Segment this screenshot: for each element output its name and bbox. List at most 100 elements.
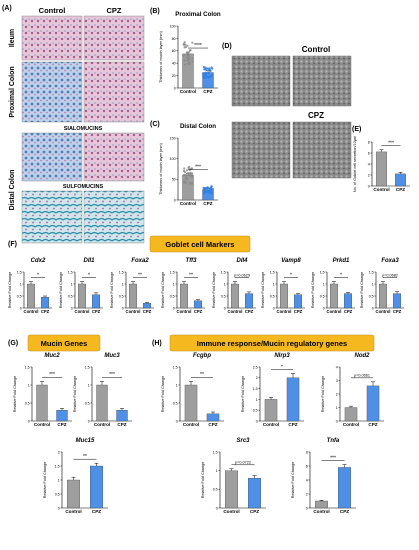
chart-title: Muc15	[76, 438, 95, 444]
y-tick-label: 0.5	[170, 294, 175, 298]
bar-control	[26, 283, 35, 309]
data-point	[186, 172, 190, 175]
bar-control	[329, 283, 338, 309]
chart-tff3: Tff3 Relative Fold Change 0 0.5 1 1.5 Control C…	[161, 258, 205, 314]
x-tick-label: Control	[183, 422, 199, 427]
y-tick-label: 0	[88, 419, 90, 423]
bar-control	[344, 407, 358, 422]
x-tick-label: CPZ	[41, 309, 50, 314]
significance-label: p=0.0661	[354, 374, 370, 378]
y-tick-label: 1.5	[369, 270, 374, 274]
data-point	[211, 192, 214, 195]
y-axis-label: Relative Fold Change	[321, 376, 325, 413]
y-axis-label: Relative Fold Change	[212, 272, 216, 309]
data-point	[184, 43, 187, 46]
chart-muc2: Muc2 Relative Fold Change 0 0.5 1 1.5 Control C…	[13, 353, 72, 427]
y-tick-label: 0	[368, 184, 370, 188]
bar-control	[78, 283, 87, 309]
data-point	[182, 54, 185, 58]
banner-mucin-text: Mucin Genes	[41, 339, 88, 348]
y-axis-label: Relative Fold Change	[161, 272, 165, 309]
x-tick-label: CPZ	[92, 509, 101, 514]
chart-title: Foxa3	[381, 258, 399, 264]
data-point	[188, 60, 191, 64]
data-point	[186, 59, 189, 62]
y-tick-label: 4	[306, 478, 308, 482]
x-tick-label: CPZ	[368, 422, 377, 427]
chart-title: Distal Colon	[180, 123, 216, 130]
chart-src3: Src3 Relative Fold Change 0 0.5 1 1.5 Control C…	[201, 438, 266, 514]
y-tick-label: 1.5	[270, 270, 275, 274]
y-tick-label: 0	[273, 306, 275, 310]
chart-title: Tnfa	[327, 438, 340, 444]
significance-label: p=0.0722	[235, 461, 251, 465]
y-tick-label: 3	[336, 379, 338, 383]
y-tick-label: 0	[71, 306, 73, 310]
data-point	[203, 187, 207, 190]
y-tick-label: 1.5	[55, 464, 60, 468]
x-tick-label: Control	[180, 89, 196, 94]
histology-ileum-control	[21, 15, 83, 61]
chart-muc3: Muc3 Relative Fold Change 0 0.5 1 1.5 Control C…	[73, 353, 132, 427]
significance-label: p=0.0682	[382, 273, 398, 277]
data-point	[210, 185, 213, 188]
x-tick-label: Control	[376, 309, 391, 314]
y-tick-label: 0.5	[25, 401, 30, 405]
y-tick-label: 6	[306, 464, 308, 468]
x-tick-label: Control	[228, 309, 243, 314]
y-tick-label: 0.5	[270, 294, 275, 298]
x-tick-label: Control	[65, 509, 81, 514]
y-tick-label: 0	[173, 306, 175, 310]
panel-d-letter: (D)	[222, 43, 232, 50]
bar-control	[36, 384, 48, 422]
banner-mucin	[27, 334, 101, 352]
bar-cpz	[90, 465, 103, 509]
x-tick-label: CPZ	[340, 509, 349, 514]
data-point	[209, 192, 212, 195]
histology-sialo-control	[21, 132, 83, 182]
chart-title: Foxa2	[131, 258, 149, 264]
x-tick-label: Control	[75, 309, 90, 314]
chart-fcgbp: Fcgbp Relative Fold Change 0 0.5 1 1.5 Control…	[161, 353, 224, 427]
significance-label: *	[37, 272, 39, 278]
y-tick-label: 1.5	[68, 270, 73, 274]
x-tick-label: CPZ	[288, 422, 297, 427]
charts-layer: Proximal Colon Thickness of mucin layer (…	[8, 11, 410, 514]
bar-control	[67, 479, 80, 509]
y-tick-label: 0.5	[119, 294, 124, 298]
y-tick-label: 1	[58, 478, 60, 482]
y-tick-label: 0.5	[320, 294, 325, 298]
x-tick-label: CPZ	[393, 309, 402, 314]
data-point	[186, 62, 189, 65]
y-tick-label: 1.5	[213, 450, 218, 454]
data-point	[204, 73, 207, 76]
x-tick-label: Control	[94, 422, 110, 427]
data-point	[183, 59, 186, 62]
y-tick-label: 0	[256, 419, 258, 423]
data-point	[191, 60, 194, 63]
y-tick-label: 1.5	[173, 365, 178, 369]
y-tick-label: 0	[336, 419, 338, 423]
sem-control-2	[292, 55, 352, 107]
data-point	[189, 171, 192, 174]
significance-label: ***	[109, 372, 115, 378]
data-point	[208, 69, 212, 72]
significance-label: **	[138, 272, 142, 278]
data-point	[187, 56, 190, 60]
banner-immune-text: Immune response/Mucin regulatory genes	[197, 339, 347, 348]
y-tick-label: 1	[122, 282, 124, 286]
y-tick-label: 8	[306, 450, 308, 454]
y-tick-label: 0	[58, 506, 60, 510]
bar-cpz	[338, 467, 351, 509]
data-point	[185, 169, 189, 172]
y-tick-label: 8	[368, 140, 370, 144]
y-tick-label: 0.5	[213, 488, 218, 492]
significance-label: *	[88, 272, 90, 278]
data-point	[191, 56, 194, 60]
y-tick-label: 1.5	[221, 270, 226, 274]
data-point	[188, 62, 191, 66]
significance-label: *	[290, 272, 292, 278]
chart-title: Src3	[236, 438, 250, 444]
histology-sulfo-cpz	[83, 190, 145, 244]
